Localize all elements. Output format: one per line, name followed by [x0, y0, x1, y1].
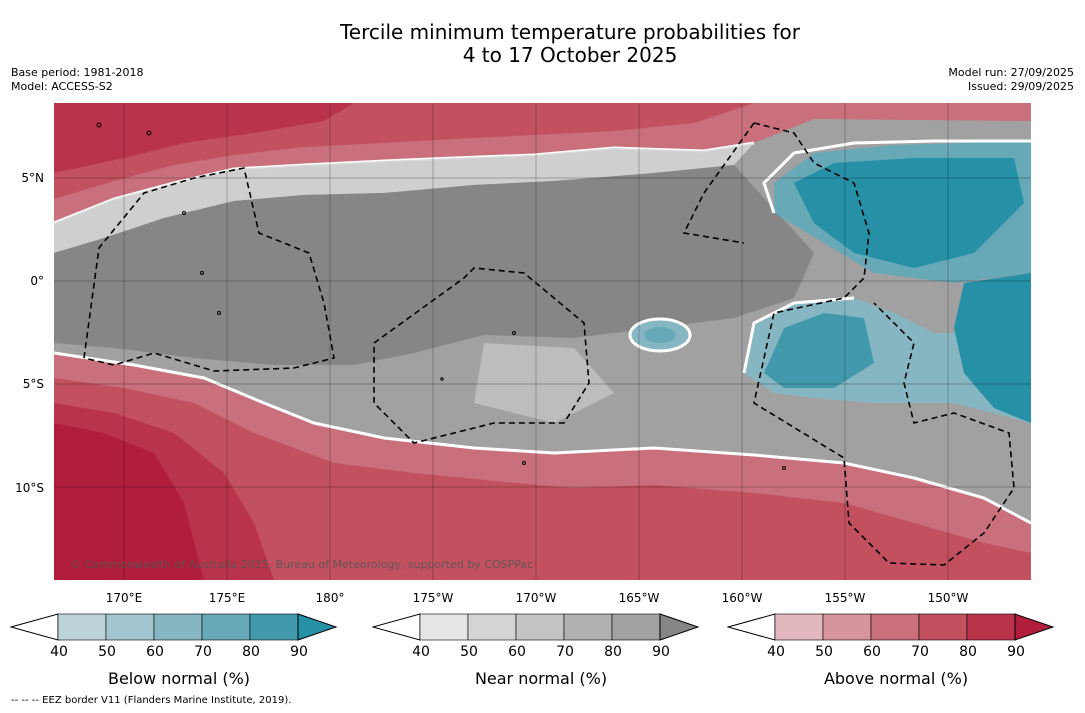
colorbar-2-segment-1: [822, 613, 872, 641]
lon-tick-155w: 155°W: [824, 591, 866, 605]
cb0-label-50: 50: [98, 644, 116, 660]
cb2-label-80: 80: [959, 644, 977, 660]
near-normal-light-patch: [474, 343, 614, 423]
north-above-normal-core: [54, 103, 354, 173]
colorbar-2-left-extend: [727, 613, 776, 641]
colorbar-near-normal: [372, 613, 700, 641]
map-gridlines: [54, 103, 1031, 580]
eez-borders: [83, 122, 1015, 566]
lon-tick-170w: 170°W: [515, 591, 557, 605]
colorbar-1-segment-4: [611, 613, 661, 641]
colorbar-title-below: Below normal (%): [107, 669, 251, 688]
cb1-label-40: 40: [412, 644, 430, 660]
cb0-label-60: 60: [146, 644, 164, 660]
lon-tick-180: 180°: [315, 591, 345, 605]
eez-footnote: -- -- -- EEZ border V11 (Flanders Marine…: [11, 695, 292, 706]
south-above-normal-inner: [54, 378, 1031, 580]
map-title: Tercile minimum temperature probabilitie…: [0, 21, 1085, 67]
lon-tick-165w: 165°W: [618, 591, 660, 605]
near-normal-core: [54, 165, 814, 365]
cb2-label-70: 70: [911, 644, 929, 660]
lat-tick-10s: 10°S: [15, 481, 44, 495]
probability-map: [54, 103, 1031, 580]
colorbar-0-segment-1: [105, 613, 155, 641]
cb0-label-80: 80: [242, 644, 260, 660]
cb2-label-60: 60: [863, 644, 881, 660]
colorbar-1-segment-1: [467, 613, 517, 641]
meta-right: Model run: 27/09/2025 Issued: 29/09/2025: [948, 66, 1074, 94]
map-credit: © Commonwealth of Australia 2025, Bureau…: [70, 558, 534, 571]
colorbar-1-segment-0: [419, 613, 469, 641]
lon-tick-150w: 150°W: [927, 591, 969, 605]
south-above-normal-darkest: [54, 423, 204, 580]
lon-tick-175e: 175°E: [208, 591, 246, 605]
cb0-label-90: 90: [290, 644, 308, 660]
east-below-normal-south-core: [764, 313, 874, 388]
colorbar-2-segment-2: [870, 613, 920, 641]
small-below-normal-core: [644, 327, 676, 343]
cb1-label-60: 60: [508, 644, 526, 660]
cb1-label-80: 80: [604, 644, 622, 660]
colorbar-0-left-extend: [10, 613, 59, 641]
cb1-label-50: 50: [460, 644, 478, 660]
colorbar-2-segment-0: [774, 613, 824, 641]
colorbar-below-normal: [10, 613, 338, 641]
cb2-label-90: 90: [1007, 644, 1025, 660]
colorbar-above-normal: [727, 613, 1055, 641]
title-line-2: 4 to 17 October 2025: [462, 43, 678, 67]
cb1-label-90: 90: [652, 644, 670, 660]
colorbar-title-near: Near normal (%): [474, 669, 608, 688]
colorbar-0-right-extend: [297, 613, 338, 641]
base-period: Base period: 1981-2018: [11, 66, 144, 79]
lat-tick-5n: 5°N: [21, 171, 44, 185]
colorbar-0-segment-0: [57, 613, 107, 641]
cb0-label-70: 70: [194, 644, 212, 660]
colorbar-0-segment-2: [153, 613, 203, 641]
east-white-contour: [742, 139, 1031, 374]
lat-tick-5s: 5°S: [22, 377, 44, 391]
east-below-normal-far: [954, 273, 1031, 423]
colorbar-2-segment-3: [918, 613, 968, 641]
lon-tick-175w: 175°W: [412, 591, 454, 605]
issued-date: Issued: 29/09/2025: [967, 80, 1074, 93]
colorbar-0-segment-4: [249, 613, 299, 641]
colorbar-1-segment-3: [563, 613, 613, 641]
east-below-normal-north-core: [794, 158, 1024, 268]
colorbar-1-left-extend: [372, 613, 421, 641]
cb1-label-70: 70: [556, 644, 574, 660]
south-white-contour: [54, 351, 1031, 525]
colorbar-2-right-extend: [1014, 613, 1055, 641]
lon-tick-160w: 160°W: [721, 591, 763, 605]
islands: [96, 122, 786, 470]
title-line-1: Tercile minimum temperature probabilitie…: [339, 20, 801, 44]
colorbar-2-segment-4: [966, 613, 1016, 641]
cb2-label-50: 50: [815, 644, 833, 660]
model-name: Model: ACCESS-S2: [11, 80, 113, 93]
colorbar-1-right-extend: [659, 613, 700, 641]
cb0-label-40: 40: [50, 644, 68, 660]
cb2-label-40: 40: [767, 644, 785, 660]
model-run: Model run: 27/09/2025: [948, 66, 1074, 79]
colorbar-0-segment-3: [201, 613, 251, 641]
colorbar-1-segment-2: [515, 613, 565, 641]
lat-tick-0: 0°: [30, 274, 44, 288]
meta-left: Base period: 1981-2018 Model: ACCESS-S2: [11, 66, 143, 94]
lon-tick-170e: 170°E: [105, 591, 143, 605]
colorbar-title-above: Above normal (%): [823, 669, 969, 688]
